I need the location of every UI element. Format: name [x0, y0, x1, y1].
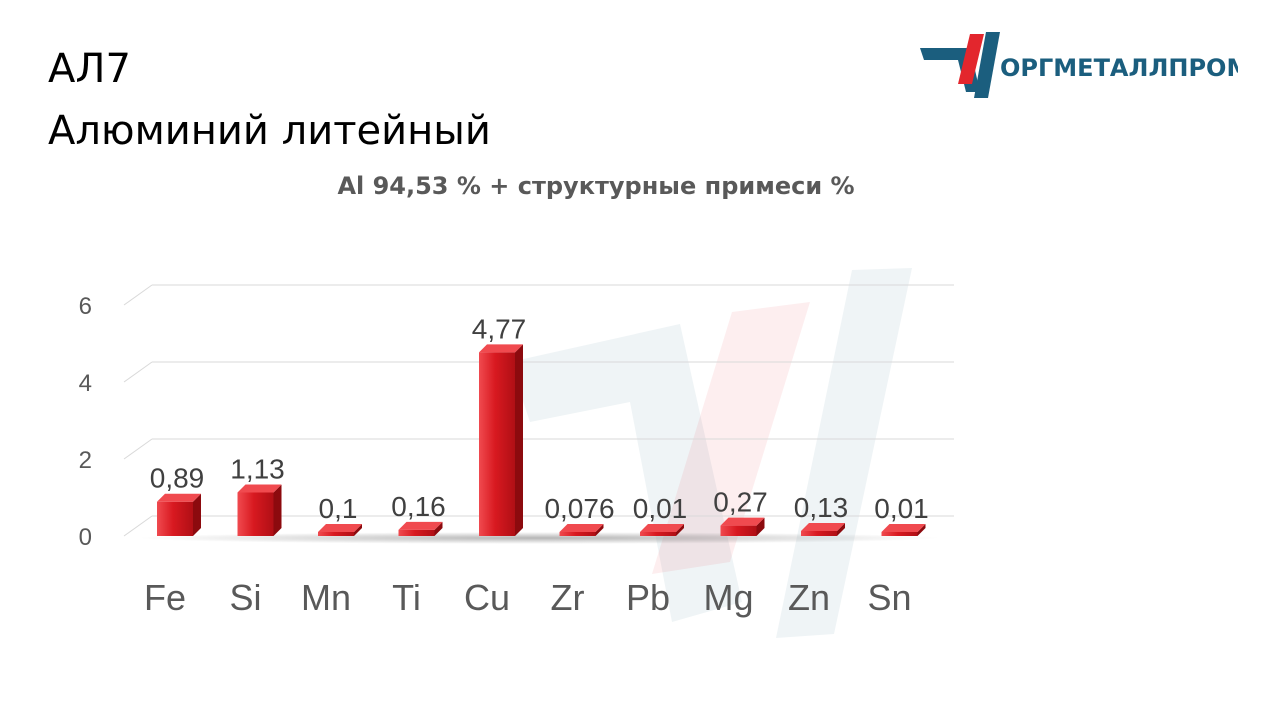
x-tick-label: Mn — [301, 577, 351, 618]
bar-side — [917, 524, 926, 536]
title-line-grade: АЛ7 — [48, 46, 131, 92]
bar-Sn — [881, 532, 918, 536]
bar-side — [837, 522, 845, 536]
bar-side — [756, 517, 765, 536]
logo-text: ОРГМЕТАЛЛПРОМ — [1000, 54, 1238, 82]
data-label: 0,27 — [713, 487, 768, 518]
title-line-material: Алюминий литейный — [48, 108, 491, 154]
bar-Cu — [479, 352, 515, 536]
bar-Zr — [559, 532, 596, 536]
bar-top — [237, 484, 282, 493]
bar-side — [676, 524, 684, 536]
bar-Zn — [801, 530, 837, 536]
x-tick-label: Fe — [144, 577, 186, 618]
x-tick-label: Zr — [551, 577, 585, 618]
bar-Mn — [318, 532, 354, 536]
bar-top — [479, 344, 523, 353]
x-tick-label: Sn — [867, 577, 911, 618]
y-tick-label: 2 — [79, 447, 92, 474]
gridline-depth — [123, 438, 153, 460]
logo-mark-red — [958, 34, 984, 84]
bar-top — [398, 521, 443, 530]
data-label: 0,13 — [794, 492, 849, 523]
bar-side — [595, 524, 604, 536]
y-tick-label: 0 — [79, 524, 92, 551]
y-tick-label: 6 — [79, 293, 92, 320]
bar-top — [640, 524, 684, 532]
bar-top — [559, 524, 604, 532]
data-label: 0,01 — [633, 493, 688, 524]
gridline-depth — [123, 515, 153, 537]
x-tick-label: Ti — [392, 577, 421, 618]
bar-side — [193, 493, 201, 536]
gridline-depth — [123, 284, 153, 306]
bar-top — [881, 524, 926, 532]
bar-Ti — [398, 529, 435, 536]
bar-top — [720, 517, 765, 526]
slide-title: АЛ7 Алюминий литейный — [48, 38, 491, 162]
bar-side — [354, 524, 362, 536]
bar-Fe — [157, 501, 193, 536]
x-tick-label: Cu — [464, 577, 510, 618]
bar-Mg — [720, 525, 757, 536]
data-label: 0,89 — [150, 463, 205, 494]
data-label: 4,77 — [472, 313, 527, 344]
data-label: 0,01 — [874, 493, 929, 524]
y-tick-label: 4 — [79, 370, 92, 397]
bar-Pb — [640, 532, 676, 536]
bar-top — [318, 524, 362, 532]
bar-side — [434, 521, 443, 536]
data-label: 0,076 — [544, 493, 614, 524]
x-tick-label: Zn — [788, 577, 830, 618]
x-tick-label: Mg — [703, 577, 753, 618]
x-tick-label: Pb — [626, 577, 670, 618]
x-tick-label: Si — [229, 577, 261, 618]
data-label: 1,13 — [230, 453, 285, 484]
data-label: 0,16 — [391, 491, 446, 522]
logo-mark-blue-stroke — [974, 32, 1000, 98]
watermark-logo-mark — [510, 268, 912, 638]
bar-side — [273, 484, 282, 536]
gridline-depth — [123, 361, 153, 383]
chart-title: Al 94,53 % + структурные примеси % — [337, 172, 855, 200]
data-label: 0,1 — [319, 493, 358, 524]
bar-top — [157, 493, 201, 502]
orgmetallprom-logo: ОРГМЕТАЛЛПРОМ — [920, 32, 1238, 98]
bar-top — [801, 522, 845, 531]
bar-side — [515, 344, 523, 536]
bar-Si — [237, 492, 274, 536]
